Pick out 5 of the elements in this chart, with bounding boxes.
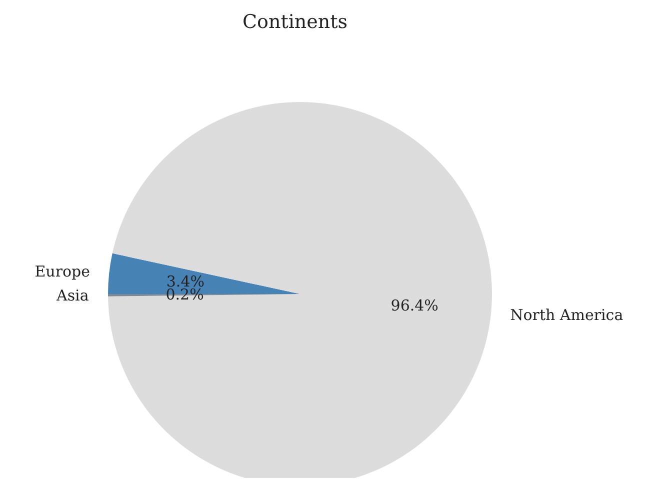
chart-title: Continents — [242, 11, 348, 33]
slice-label: Europe — [34, 262, 90, 280]
slice-label: North America — [510, 306, 624, 324]
data-label: 96.4% — [390, 296, 438, 315]
slice-label: Asia — [56, 286, 89, 304]
